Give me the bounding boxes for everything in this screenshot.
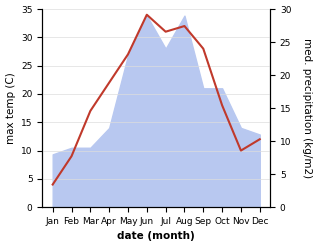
X-axis label: date (month): date (month)	[117, 231, 195, 242]
Y-axis label: med. precipitation (kg/m2): med. precipitation (kg/m2)	[302, 38, 313, 178]
Y-axis label: max temp (C): max temp (C)	[5, 72, 16, 144]
